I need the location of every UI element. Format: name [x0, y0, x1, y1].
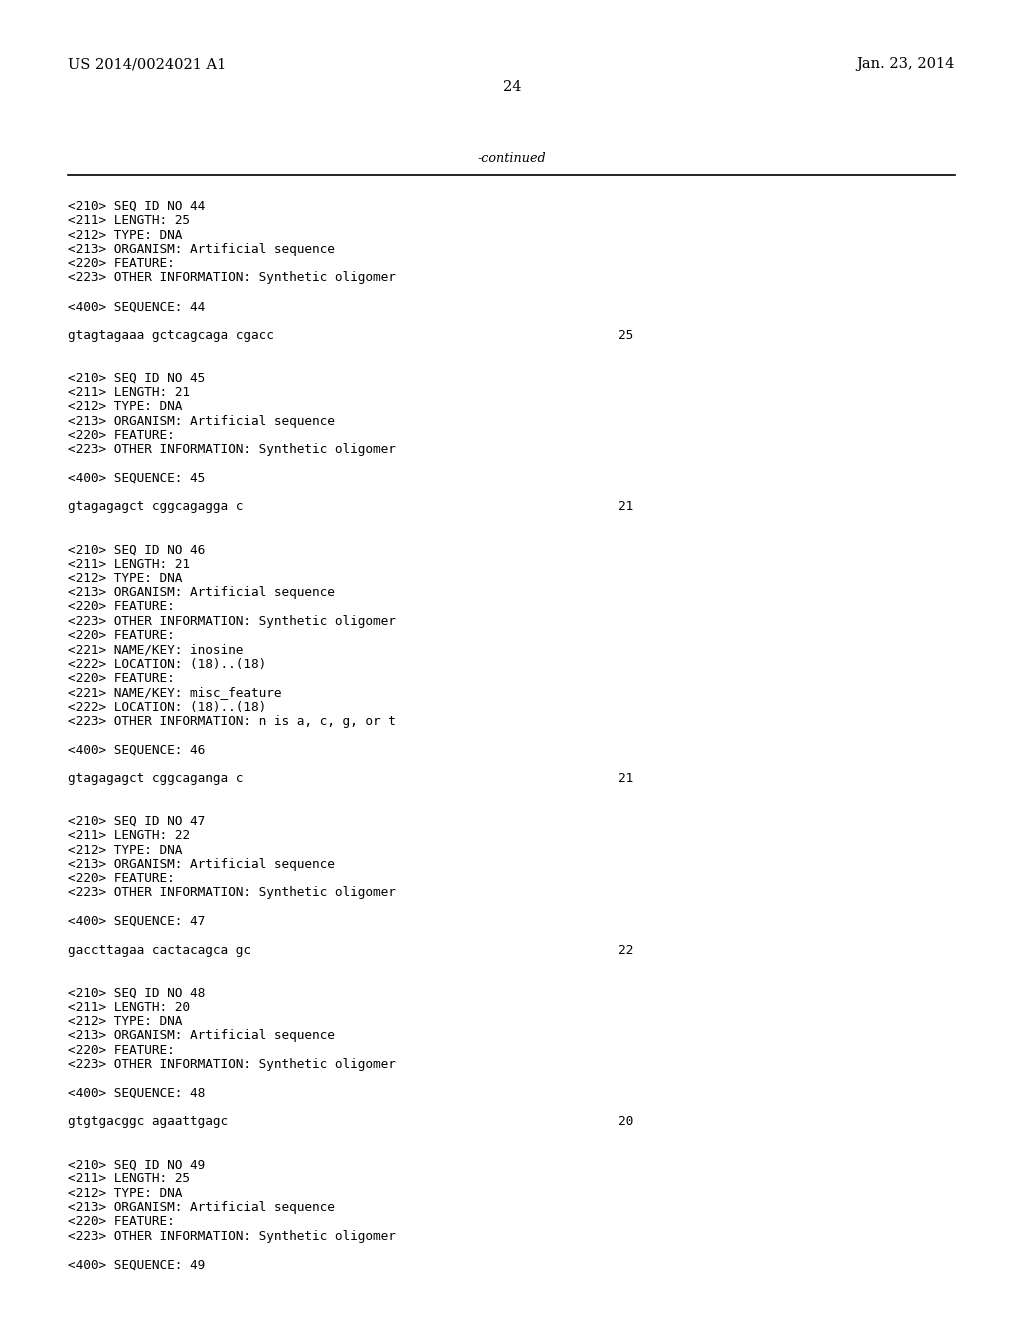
Text: <400> SEQUENCE: 48: <400> SEQUENCE: 48 — [68, 1086, 205, 1100]
Text: gtagtagaaa gctcagcaga cgacc: gtagtagaaa gctcagcaga cgacc — [68, 329, 273, 342]
Text: gtagagagct cggcaganga c: gtagagagct cggcaganga c — [68, 772, 244, 785]
Text: <220> FEATURE:: <220> FEATURE: — [68, 257, 175, 271]
Text: <223> OTHER INFORMATION: Synthetic oligomer: <223> OTHER INFORMATION: Synthetic oligo… — [68, 1230, 396, 1242]
Text: <220> FEATURE:: <220> FEATURE: — [68, 601, 175, 614]
Text: <210> SEQ ID NO 44: <210> SEQ ID NO 44 — [68, 201, 205, 213]
Text: <220> FEATURE:: <220> FEATURE: — [68, 429, 175, 442]
Text: <222> LOCATION: (18)..(18): <222> LOCATION: (18)..(18) — [68, 701, 266, 714]
Text: <213> ORGANISM: Artificial sequence: <213> ORGANISM: Artificial sequence — [68, 243, 335, 256]
Text: <223> OTHER INFORMATION: Synthetic oligomer: <223> OTHER INFORMATION: Synthetic oligo… — [68, 887, 396, 899]
Text: <211> LENGTH: 20: <211> LENGTH: 20 — [68, 1001, 190, 1014]
Text: <220> FEATURE:: <220> FEATURE: — [68, 1216, 175, 1229]
Text: <212> TYPE: DNA: <212> TYPE: DNA — [68, 400, 182, 413]
Text: <400> SEQUENCE: 49: <400> SEQUENCE: 49 — [68, 1258, 205, 1271]
Text: <220> FEATURE:: <220> FEATURE: — [68, 873, 175, 886]
Text: <211> LENGTH: 21: <211> LENGTH: 21 — [68, 385, 190, 399]
Text: <211> LENGTH: 21: <211> LENGTH: 21 — [68, 557, 190, 570]
Text: 24: 24 — [503, 81, 521, 94]
Text: 25: 25 — [618, 329, 633, 342]
Text: <212> TYPE: DNA: <212> TYPE: DNA — [68, 1015, 182, 1028]
Text: <213> ORGANISM: Artificial sequence: <213> ORGANISM: Artificial sequence — [68, 414, 335, 428]
Text: <210> SEQ ID NO 49: <210> SEQ ID NO 49 — [68, 1158, 205, 1171]
Text: <213> ORGANISM: Artificial sequence: <213> ORGANISM: Artificial sequence — [68, 1201, 335, 1214]
Text: gtagagagct cggcagagga c: gtagagagct cggcagagga c — [68, 500, 244, 513]
Text: <223> OTHER INFORMATION: Synthetic oligomer: <223> OTHER INFORMATION: Synthetic oligo… — [68, 1059, 396, 1071]
Text: <220> FEATURE:: <220> FEATURE: — [68, 672, 175, 685]
Text: <220> FEATURE:: <220> FEATURE: — [68, 630, 175, 642]
Text: <210> SEQ ID NO 45: <210> SEQ ID NO 45 — [68, 372, 205, 384]
Text: <223> OTHER INFORMATION: Synthetic oligomer: <223> OTHER INFORMATION: Synthetic oligo… — [68, 615, 396, 628]
Text: <210> SEQ ID NO 48: <210> SEQ ID NO 48 — [68, 986, 205, 999]
Text: <400> SEQUENCE: 47: <400> SEQUENCE: 47 — [68, 915, 205, 928]
Text: 20: 20 — [618, 1115, 633, 1129]
Text: <210> SEQ ID NO 46: <210> SEQ ID NO 46 — [68, 544, 205, 556]
Text: <212> TYPE: DNA: <212> TYPE: DNA — [68, 228, 182, 242]
Text: <211> LENGTH: 25: <211> LENGTH: 25 — [68, 214, 190, 227]
Text: <213> ORGANISM: Artificial sequence: <213> ORGANISM: Artificial sequence — [68, 1030, 335, 1043]
Text: Jan. 23, 2014: Jan. 23, 2014 — [857, 57, 955, 71]
Text: <223> OTHER INFORMATION: Synthetic oligomer: <223> OTHER INFORMATION: Synthetic oligo… — [68, 444, 396, 457]
Text: <400> SEQUENCE: 46: <400> SEQUENCE: 46 — [68, 743, 205, 756]
Text: US 2014/0024021 A1: US 2014/0024021 A1 — [68, 57, 226, 71]
Text: <212> TYPE: DNA: <212> TYPE: DNA — [68, 1187, 182, 1200]
Text: <221> NAME/KEY: misc_feature: <221> NAME/KEY: misc_feature — [68, 686, 282, 700]
Text: 21: 21 — [618, 500, 633, 513]
Text: <400> SEQUENCE: 44: <400> SEQUENCE: 44 — [68, 300, 205, 313]
Text: <221> NAME/KEY: inosine: <221> NAME/KEY: inosine — [68, 643, 244, 656]
Text: gaccttagaa cactacagca gc: gaccttagaa cactacagca gc — [68, 944, 251, 957]
Text: -continued: -continued — [477, 152, 547, 165]
Text: <210> SEQ ID NO 47: <210> SEQ ID NO 47 — [68, 814, 205, 828]
Text: <400> SEQUENCE: 45: <400> SEQUENCE: 45 — [68, 471, 205, 484]
Text: 21: 21 — [618, 772, 633, 785]
Text: <212> TYPE: DNA: <212> TYPE: DNA — [68, 572, 182, 585]
Text: <212> TYPE: DNA: <212> TYPE: DNA — [68, 843, 182, 857]
Text: <213> ORGANISM: Artificial sequence: <213> ORGANISM: Artificial sequence — [68, 858, 335, 871]
Text: gtgtgacggc agaattgagc: gtgtgacggc agaattgagc — [68, 1115, 228, 1129]
Text: <223> OTHER INFORMATION: n is a, c, g, or t: <223> OTHER INFORMATION: n is a, c, g, o… — [68, 715, 396, 727]
Text: <222> LOCATION: (18)..(18): <222> LOCATION: (18)..(18) — [68, 657, 266, 671]
Text: <223> OTHER INFORMATION: Synthetic oligomer: <223> OTHER INFORMATION: Synthetic oligo… — [68, 272, 396, 285]
Text: <220> FEATURE:: <220> FEATURE: — [68, 1044, 175, 1057]
Text: <213> ORGANISM: Artificial sequence: <213> ORGANISM: Artificial sequence — [68, 586, 335, 599]
Text: <211> LENGTH: 22: <211> LENGTH: 22 — [68, 829, 190, 842]
Text: <211> LENGTH: 25: <211> LENGTH: 25 — [68, 1172, 190, 1185]
Text: 22: 22 — [618, 944, 633, 957]
